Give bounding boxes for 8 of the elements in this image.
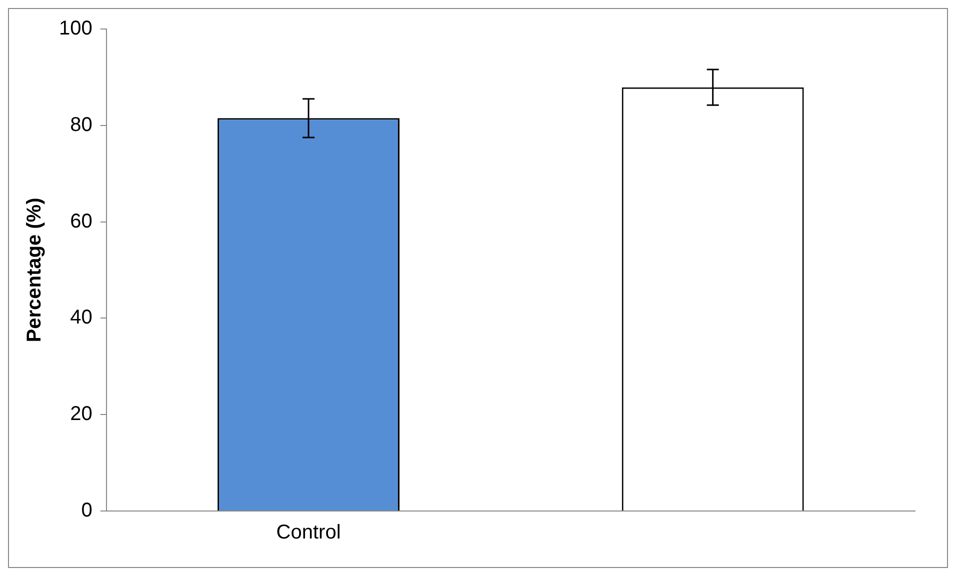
y-tick-label: 80 [70, 114, 92, 136]
y-tick-label: 0 [81, 500, 92, 522]
y-tick-label: 20 [70, 403, 92, 426]
y-tick-label: 60 [70, 210, 92, 232]
y-axis-title: Percentage (%) [24, 198, 46, 342]
y-tick-label: 40 [70, 306, 92, 329]
y-tick-label: 100 [58, 18, 92, 40]
x-tick-label: Control [276, 522, 341, 544]
